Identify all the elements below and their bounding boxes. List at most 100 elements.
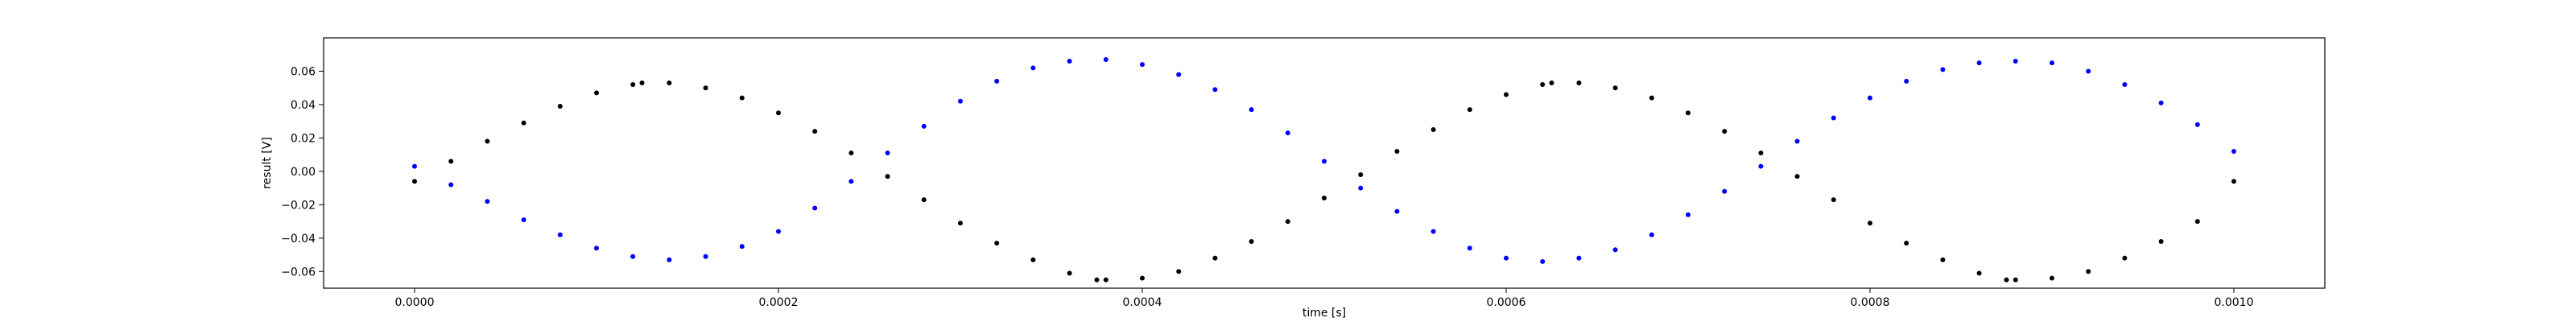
data-point: [1549, 80, 1554, 85]
y-tick-label: −0.04: [281, 233, 316, 246]
data-point: [557, 104, 563, 109]
data-point: [1540, 82, 1546, 88]
data-point: [1504, 92, 1509, 97]
data-point: [1612, 247, 1618, 253]
y-tick-label: −0.06: [281, 266, 316, 279]
data-point: [1358, 172, 1364, 178]
data-point: [521, 120, 526, 126]
data-point: [1103, 277, 1108, 283]
data-point: [1612, 85, 1618, 91]
data-point: [2231, 179, 2236, 184]
data-point: [1868, 95, 1872, 101]
x-tick-label: 0.0004: [1123, 296, 1162, 309]
data-point: [1067, 270, 1072, 276]
data-point: [776, 229, 781, 234]
data-point: [1868, 221, 1872, 226]
x-tick-label: 0.0008: [1851, 296, 1890, 309]
data-point: [485, 199, 490, 204]
data-point: [921, 123, 927, 129]
data-point: [1794, 138, 1800, 144]
data-point: [485, 138, 490, 144]
data-point: [994, 78, 1000, 84]
data-point: [1467, 107, 1472, 113]
data-point: [630, 82, 636, 88]
data-point: [739, 244, 745, 250]
data-point: [2050, 60, 2054, 66]
data-point: [1722, 188, 1728, 194]
data-point: [1649, 232, 1654, 237]
y-tick-label: 0.00: [291, 166, 316, 179]
data-point: [1212, 87, 1218, 93]
data-point: [1940, 257, 1946, 262]
data-point: [1103, 56, 1108, 62]
data-point: [848, 179, 854, 184]
plot-area-frame: [323, 37, 2326, 289]
data-point: [1285, 130, 1290, 136]
data-point: [1686, 212, 1690, 217]
data-point: [2004, 277, 2009, 283]
data-point: [1030, 257, 1036, 262]
data-point: [1540, 258, 1546, 264]
data-point: [557, 232, 563, 237]
x-tick-label: 0.0010: [2215, 296, 2254, 309]
data-point: [1430, 127, 1436, 133]
data-point: [448, 182, 454, 188]
data-point: [1976, 270, 1982, 276]
data-point: [1030, 65, 1036, 71]
data-point: [2086, 269, 2091, 275]
series-0: [412, 80, 2236, 283]
data-point: [667, 257, 672, 262]
data-point: [1140, 275, 1145, 281]
data-point: [1940, 67, 1946, 72]
data-point: [1394, 208, 1400, 214]
data-point: [2050, 275, 2054, 281]
data-point: [1831, 115, 1836, 121]
data-point: [2158, 238, 2164, 244]
data-point: [2194, 219, 2200, 225]
data-point: [885, 151, 890, 156]
data-point: [448, 159, 454, 164]
data-point: [1430, 229, 1436, 234]
y-tick-label: 0.06: [291, 65, 316, 78]
data-point: [1686, 110, 1690, 116]
data-point: [1904, 78, 1909, 84]
data-point: [739, 95, 745, 101]
data-point: [2086, 68, 2091, 74]
data-point: [1322, 196, 1327, 201]
data-point: [521, 217, 526, 222]
data-point: [958, 221, 963, 226]
y-axis-ticks: −0.06 −0.04 −0.02 0.00 0.02 0.04 0.06: [281, 65, 324, 279]
data-point: [1794, 174, 1800, 180]
data-point: [1831, 197, 1836, 203]
y-tick-label: −0.02: [281, 199, 316, 212]
data-point: [958, 98, 963, 104]
data-point: [1576, 80, 1582, 85]
x-tick-label: 0.0000: [395, 296, 435, 309]
data-point: [667, 80, 672, 85]
data-point: [1394, 148, 1400, 154]
data-point: [594, 90, 599, 96]
data-point: [2158, 100, 2164, 105]
data-point: [1904, 241, 1909, 246]
data-point: [1576, 255, 1582, 261]
series-1: [412, 56, 2236, 264]
data-point: [1176, 269, 1182, 275]
data-point: [1249, 238, 1254, 244]
y-tick-label: 0.04: [291, 99, 316, 112]
data-point: [1322, 159, 1327, 164]
data-point: [594, 246, 599, 251]
data-point: [412, 163, 417, 169]
x-axis-label: time [s]: [1302, 307, 1346, 320]
data-point: [994, 241, 1000, 246]
data-point: [776, 110, 781, 116]
data-point: [1140, 62, 1145, 68]
data-point: [1285, 219, 1290, 225]
data-point: [1758, 151, 1764, 156]
data-point: [1249, 107, 1254, 113]
data-point: [1722, 129, 1728, 134]
data-point: [2231, 148, 2236, 154]
x-tick-label: 0.0006: [1487, 296, 1526, 309]
data-point: [1067, 59, 1072, 64]
data-point: [1976, 60, 1982, 66]
